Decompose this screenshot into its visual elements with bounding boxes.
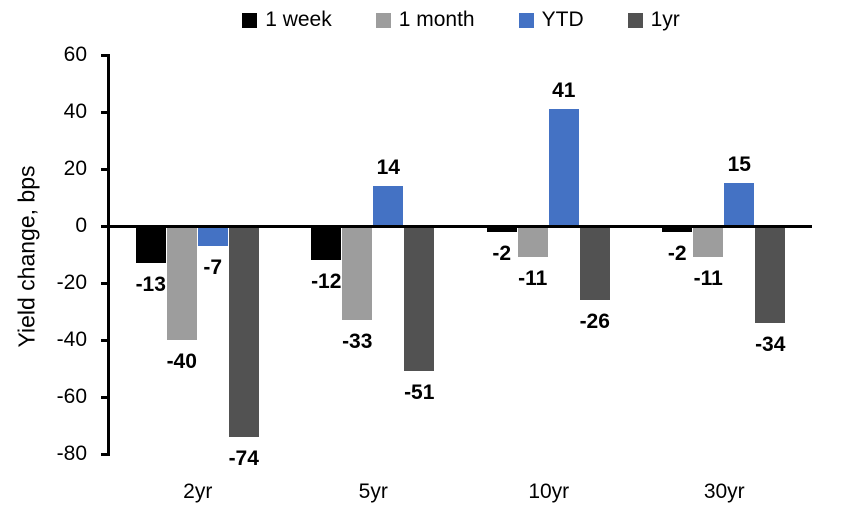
y-tick-mark--20: [101, 281, 110, 285]
y-tick-label-40: 40: [63, 100, 87, 123]
bar-ytd-5yr: [373, 186, 404, 226]
y-tick-mark-20: [101, 167, 110, 171]
bar-1-month-2yr: [166, 226, 197, 340]
legend-label: 1yr: [650, 8, 680, 31]
y-axis-line: [107, 55, 110, 454]
bar-1-week-10yr: [486, 226, 517, 232]
bar-1-week-30yr: [662, 226, 693, 232]
y-tick-label--20: -20: [56, 271, 87, 294]
legend-item-1-month: 1 month: [375, 8, 475, 32]
value-label-ytd-2yr: -7: [203, 255, 223, 279]
y-tick-mark--40: [101, 338, 110, 342]
value-label-1-month-2yr: -40: [166, 350, 197, 373]
bar-ytd-2yr: [197, 226, 228, 246]
bar-ytd-10yr: [548, 109, 579, 226]
legend-swatch-ytd: [518, 12, 534, 28]
chart-legend: 1 week 1 month YTD 1yr: [110, 8, 812, 32]
value-label-1yr-30yr: -34: [755, 332, 786, 356]
y-tick-mark--80: [101, 452, 110, 456]
legend-swatch-1-week: [242, 12, 258, 28]
bar-1-month-30yr: [693, 226, 724, 258]
zero-line: [110, 224, 812, 228]
y-tick-mark-60: [101, 53, 110, 57]
y-tick-mark-40: [101, 110, 110, 114]
value-label-1-month-10yr: -11: [518, 267, 548, 291]
x-tick-label-5yr: 5yr: [358, 480, 388, 503]
value-label-1yr-5yr: -51: [404, 381, 435, 405]
bar-1-month-10yr: [517, 226, 548, 258]
x-tick-label-30yr: 30yr: [703, 480, 745, 503]
bar-1-month-5yr: [342, 226, 373, 321]
value-label-1-week-2yr: -13: [135, 273, 166, 297]
bar-1-week-2yr: [135, 226, 166, 264]
y-tick-label--60: -60: [56, 385, 87, 408]
legend-item-ytd: YTD: [518, 8, 584, 32]
bar-1yr-30yr: [755, 226, 786, 323]
value-label-1-week-30yr: -2: [667, 241, 687, 265]
value-label-1-month-30yr: -11: [693, 267, 723, 291]
legend-label: YTD: [541, 8, 584, 31]
y-tick-mark--60: [101, 395, 110, 399]
x-tick-label-2yr: 2yr: [183, 480, 213, 503]
value-label-1-week-5yr: -12: [311, 270, 342, 294]
legend-swatch-1yr: [627, 12, 643, 28]
x-tick-label-10yr: 10yr: [528, 480, 570, 503]
legend-label: 1 month: [398, 8, 475, 31]
value-label-1-month-5yr: -33: [342, 330, 373, 354]
bar-1yr-10yr: [579, 226, 610, 301]
y-tick-label-60: 60: [63, 43, 87, 66]
legend-item-1-week: 1 week: [242, 8, 332, 32]
legend-label: 1 week: [265, 8, 332, 31]
value-label-1-week-10yr: -2: [492, 241, 512, 265]
y-tick-mark-0: [101, 224, 110, 228]
y-tick-label-20: 20: [63, 157, 87, 180]
legend-swatch-1-month: [375, 12, 391, 28]
value-label-ytd-10yr: 41: [552, 79, 576, 103]
value-label-ytd-5yr: 14: [376, 156, 400, 180]
bar-1yr-5yr: [404, 226, 435, 372]
value-label-1yr-10yr: -26: [579, 310, 610, 334]
y-tick-label--80: -80: [56, 442, 87, 465]
value-label-ytd-30yr: 15: [727, 153, 751, 177]
bar-ytd-30yr: [724, 183, 755, 226]
y-tick-label--40: -40: [56, 328, 87, 351]
y-tick-label-0: 0: [75, 214, 87, 237]
bar-1-week-5yr: [311, 226, 342, 261]
value-label-1yr-2yr: -74: [228, 446, 259, 470]
bar-1yr-2yr: [228, 226, 259, 437]
legend-item-1yr: 1yr: [627, 8, 680, 32]
